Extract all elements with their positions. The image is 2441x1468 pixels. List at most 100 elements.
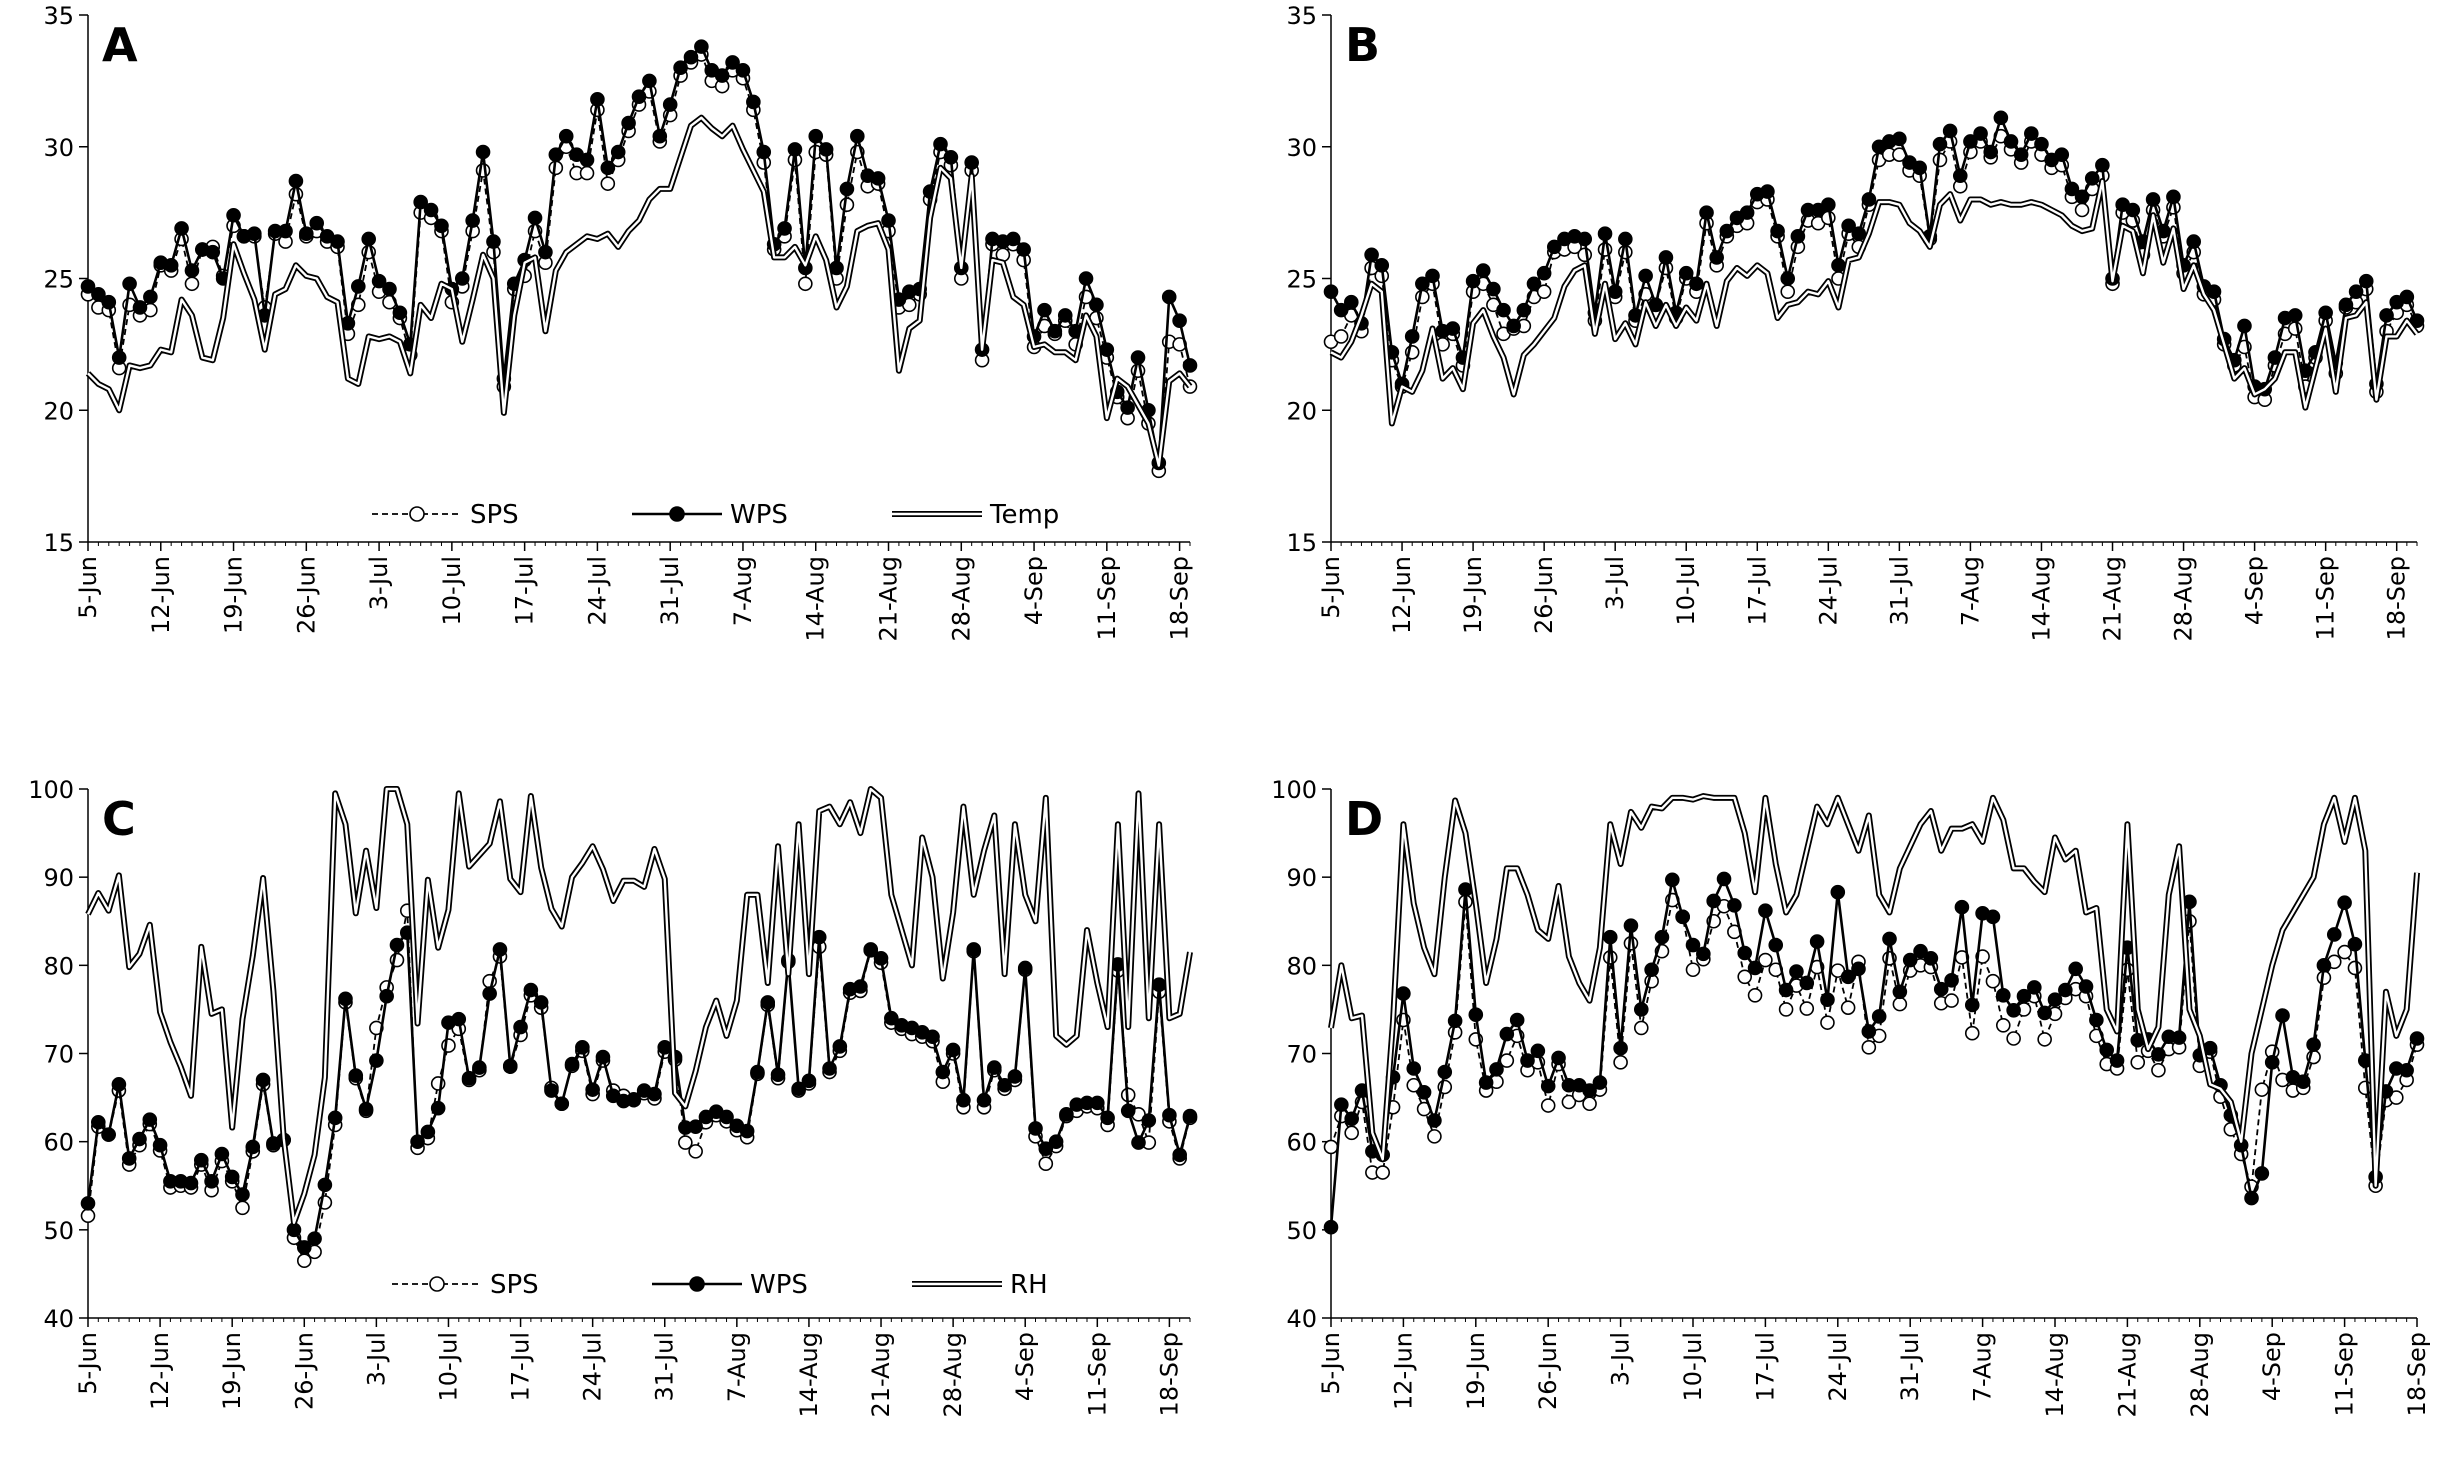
x-tick-label: 17-Jul (1743, 556, 1771, 626)
data-point (2024, 126, 2039, 141)
data-point (801, 1073, 817, 1089)
data-point (1831, 258, 1846, 273)
data-point (2151, 1047, 2166, 1062)
data-point (1182, 358, 1198, 373)
data-point (2027, 980, 2042, 995)
data-point (299, 226, 314, 242)
data-point (1099, 342, 1115, 357)
data-point (1716, 871, 1732, 887)
x-tick-label: 14-Aug (2041, 1332, 2069, 1418)
data-point (808, 128, 824, 144)
data-point (1468, 1007, 1484, 1023)
y-tick-label: 100 (28, 776, 74, 804)
data-point (1333, 329, 1349, 344)
series-temp (85, 114, 1193, 469)
data-point (101, 1127, 116, 1142)
data-point (392, 305, 408, 321)
data-point (1364, 247, 1379, 263)
series-rh (1328, 793, 2420, 1189)
x-tick-label: 28-Aug (939, 1332, 967, 1418)
data-point (309, 215, 325, 231)
data-point (143, 289, 158, 305)
x-tick-label: 24-Jul (1814, 556, 1842, 626)
series-wps (1323, 110, 2425, 397)
data-point (454, 271, 470, 286)
data-point (1983, 144, 1999, 160)
data-point (451, 1011, 467, 1027)
data-point (1499, 1026, 1515, 1042)
data-point (652, 128, 668, 144)
data-point (2166, 189, 2181, 205)
data-point (756, 144, 772, 160)
x-tick-label: 21-Aug (867, 1332, 895, 1418)
data-point (777, 221, 792, 236)
legend-entry-rh: RH (912, 1270, 1048, 1300)
panel-letter: D (1345, 792, 1383, 846)
data-point (1577, 231, 1593, 247)
data-point (475, 144, 491, 160)
data-point (2337, 895, 2352, 911)
x-tick-label: 7-Aug (1956, 556, 1984, 626)
data-point (2358, 273, 2374, 289)
data-point (461, 1070, 477, 1086)
data-point (183, 1175, 199, 1191)
legend-entry-sps: SPS (372, 500, 519, 530)
x-tick-label: 3-Jul (1601, 556, 1629, 610)
x-tick-label: 12-Jun (1388, 556, 1416, 634)
data-point (1526, 276, 1542, 292)
data-point (423, 202, 439, 218)
data-point (1699, 205, 1714, 220)
data-point (1141, 1113, 1157, 1128)
data-point (1582, 1096, 1597, 1112)
series-wps (80, 925, 1198, 1255)
data-point (1404, 329, 1420, 344)
data-point (2337, 944, 2352, 960)
data-point (1486, 281, 1501, 297)
y-tick-label: 50 (1286, 1217, 1317, 1245)
data-point (1406, 1061, 1422, 1076)
x-tick-label: 5-Jun (1317, 1332, 1345, 1395)
x-tick-label: 5-Jun (74, 1332, 102, 1395)
data-point (1162, 1107, 1177, 1123)
data-point (1892, 996, 1908, 1012)
data-point (1520, 1053, 1535, 1068)
data-point (1516, 302, 1532, 318)
x-tick-label: 10-Jul (438, 556, 466, 626)
data-point (2006, 1031, 2021, 1046)
data-point (683, 49, 699, 65)
data-point (492, 942, 508, 957)
x-tick-label: 17-Jul (511, 556, 539, 626)
data-point (214, 1146, 230, 1162)
data-point (174, 221, 189, 236)
data-point (2037, 1032, 2052, 1047)
data-point (1017, 960, 1033, 976)
data-point (1758, 903, 1773, 918)
series-sps (1323, 892, 2425, 1194)
data-point (1374, 258, 1390, 273)
data-point (296, 1240, 312, 1255)
legend-label: SPS (470, 500, 519, 530)
data-point (152, 1137, 168, 1153)
data-point (579, 152, 595, 168)
data-point (348, 1068, 364, 1083)
x-tick-label: 24-Jul (579, 1332, 607, 1402)
data-point (2058, 982, 2073, 998)
data-point (184, 276, 200, 292)
x-tick-label: 26-Jun (1530, 556, 1558, 634)
x-tick-label: 4-Sep (1020, 556, 1048, 625)
data-point (338, 991, 353, 1007)
data-point (2254, 1082, 2270, 1097)
data-point (1089, 297, 1104, 313)
data-point (502, 1058, 518, 1074)
data-point (1478, 1075, 1494, 1090)
data-point (2318, 305, 2333, 321)
data-point (80, 1208, 96, 1224)
data-point (1536, 284, 1552, 299)
data-point (688, 1119, 703, 1134)
series-sps (80, 47, 1198, 479)
x-tick-label: 12-Jun (146, 1332, 174, 1410)
x-tick-label: 12-Jun (147, 556, 175, 634)
data-point (2409, 1031, 2425, 1046)
x-tick-label: 31-Jul (651, 1332, 679, 1402)
